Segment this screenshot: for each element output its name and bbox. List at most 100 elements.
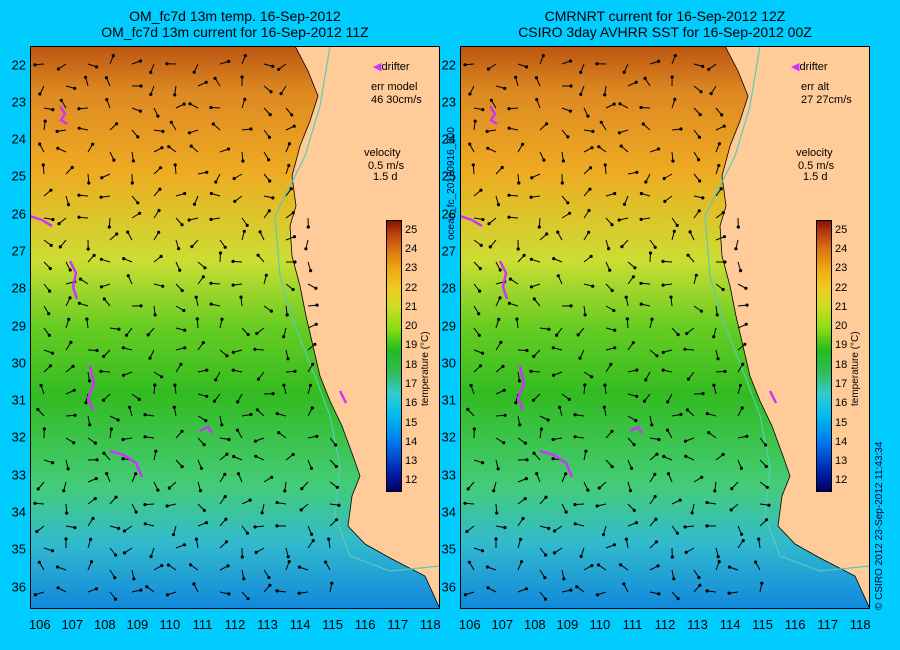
land-mass	[289, 46, 440, 609]
latitude-tick-label: 27	[11, 243, 26, 259]
latitude-axis-left: 22 23 24 25 26 27 28 29 30 31 32 33 34 35 36	[2, 46, 28, 609]
colorbar-tick-label: 12	[405, 474, 418, 487]
latitude-tick-label: 29	[11, 318, 26, 334]
colorbar-tick-label: 19	[835, 339, 848, 352]
isobath-line	[704, 46, 870, 572]
left-title-line1: OM_fc7d 13m temp. 16-Sep-2012	[129, 8, 341, 24]
latitude-axis-right: 22 23 24 25 26 27 28 29 30 31 32 33 34 35 36	[432, 46, 458, 609]
left-err-label: err model	[371, 81, 418, 93]
longitude-tick-label: 111	[192, 617, 213, 632]
longitude-tick-label: 115	[752, 617, 773, 632]
right-drifter-legend: ◀drifter	[791, 61, 828, 73]
colorbar-tick-label: 24	[835, 242, 848, 255]
latitude-tick-label: 23	[441, 94, 456, 110]
colorbar-tick-label: 22	[405, 281, 418, 294]
latitude-tick-label: 30	[441, 355, 456, 371]
left-title-line2: OM_fc7d 13m current for 16-Sep-2012 11Z	[101, 24, 369, 40]
latitude-tick-label: 36	[441, 579, 456, 595]
longitude-tick-label: 108	[93, 617, 116, 632]
longitude-tick-label: 116	[784, 617, 806, 632]
longitude-tick-label: 114	[289, 617, 311, 632]
latitude-tick-label: 25	[441, 168, 456, 184]
longitude-tick-label: 110	[589, 617, 611, 632]
colorbar-tick-label: 15	[835, 416, 848, 429]
latitude-tick-label: 34	[11, 504, 26, 520]
colorbar-tick-label: 13	[835, 455, 848, 468]
longitude-tick-label: 117	[387, 617, 409, 632]
colorbar-tick-label: 20	[405, 320, 418, 333]
drifter-tracks	[30, 105, 348, 478]
drifter-icon: ◀	[791, 61, 800, 73]
colorbar-tick-label: 22	[835, 281, 848, 294]
current-vectors	[33, 54, 341, 601]
right-velocity-days: 1.5 d	[803, 171, 828, 183]
longitude-tick-label: 114	[719, 617, 741, 632]
right-colorbar-label: temperature (°C)	[850, 331, 861, 406]
longitude-tick-label: 117	[817, 617, 839, 632]
longitude-tick-label: 111	[622, 617, 643, 632]
left-colorbar-label: temperature (°C)	[420, 331, 431, 406]
colorbar-tick-label: 14	[835, 435, 848, 448]
latitude-tick-label: 26	[441, 206, 456, 222]
right-map-panel[interactable]: ◀drifter err alt 27 27cm/s velocity 0.5 …	[460, 46, 870, 609]
colorbar-tick-label: 14	[405, 435, 418, 448]
colorbar-tick-label: 16	[835, 397, 848, 410]
run-id-label: ocean_fc_20120916_000	[446, 127, 457, 240]
latitude-tick-label: 25	[11, 168, 26, 184]
colorbar-tick-label: 18	[405, 358, 418, 371]
colorbar-tick-label: 25	[405, 223, 418, 236]
latitude-tick-label: 35	[11, 541, 26, 557]
right-panel-title: CMRNRT current for 16-Sep-2012 12Z CSIRO…	[460, 8, 870, 40]
left-panel-title: OM_fc7d 13m temp. 16-Sep-2012 OM_fc7d 13…	[30, 8, 440, 40]
colorbar-tick-label: 21	[835, 300, 848, 313]
colorbar-tick-label: 24	[405, 242, 418, 255]
latitude-tick-label: 28	[441, 280, 456, 296]
left-map-panel[interactable]: ◀drifter err model 46 30cm/s velocity 0.…	[30, 46, 440, 609]
longitude-axis-right: 106 107 108 109 110 111 112 113 114 115 116 117 118	[458, 611, 871, 632]
longitude-tick-label: 107	[491, 617, 514, 632]
left-velocity-label: velocity	[364, 147, 401, 159]
longitude-tick-label: 118	[419, 617, 441, 632]
left-velocity-value: 0.5 m/s	[368, 160, 405, 172]
longitude-tick-label: 106	[458, 617, 481, 632]
colorbar-tick-label: 15	[405, 416, 418, 429]
left-err-value: 46 30cm/s	[371, 94, 422, 106]
longitude-tick-label: 109	[556, 617, 579, 632]
latitude-tick-label: 29	[441, 318, 456, 334]
map-frame	[30, 46, 440, 609]
latitude-tick-label: 28	[11, 280, 26, 296]
longitude-tick-label: 110	[159, 617, 181, 632]
right-err-value: 27 27cm/s	[801, 94, 852, 106]
longitude-tick-label: 113	[687, 617, 708, 632]
land-mass	[719, 46, 870, 609]
colorbar-tick-label: 25	[835, 223, 848, 236]
latitude-tick-label: 23	[11, 94, 26, 110]
latitude-tick-label: 22	[441, 57, 456, 73]
longitude-tick-label: 116	[354, 617, 376, 632]
colorbar-tick-label: 23	[405, 262, 418, 275]
longitude-tick-label: 106	[28, 617, 51, 632]
longitude-tick-label: 109	[126, 617, 149, 632]
latitude-tick-label: 32	[441, 429, 456, 445]
latitude-tick-label: 32	[11, 429, 26, 445]
right-title-line2: CSIRO 3day AVHRR SST for 16-Sep-2012 00Z	[518, 24, 812, 40]
drifter-tracks	[460, 105, 778, 478]
colorbar-tick-label: 17	[405, 377, 418, 390]
right-colorbar	[816, 220, 832, 492]
longitude-tick-label: 113	[257, 617, 278, 632]
current-vectors	[463, 54, 771, 601]
left-velocity-days: 1.5 d	[373, 171, 398, 183]
longitude-tick-label: 108	[523, 617, 546, 632]
colorbar-tick-label: 23	[835, 262, 848, 275]
right-map-svg	[460, 46, 870, 609]
copyright-label: © CSIRO 2012 23-Sep-2012 11:43:34	[874, 441, 885, 610]
colorbar-tick-label: 13	[405, 455, 418, 468]
latitude-tick-label: 27	[441, 243, 456, 259]
right-velocity-value: 0.5 m/s	[798, 160, 835, 172]
colorbar-tick-label: 19	[405, 339, 418, 352]
colorbar-tick-label: 12	[835, 474, 848, 487]
right-err-label: err alt	[801, 81, 830, 93]
latitude-tick-label: 30	[11, 355, 26, 371]
longitude-tick-label: 118	[849, 617, 871, 632]
latitude-tick-label: 31	[441, 392, 456, 408]
